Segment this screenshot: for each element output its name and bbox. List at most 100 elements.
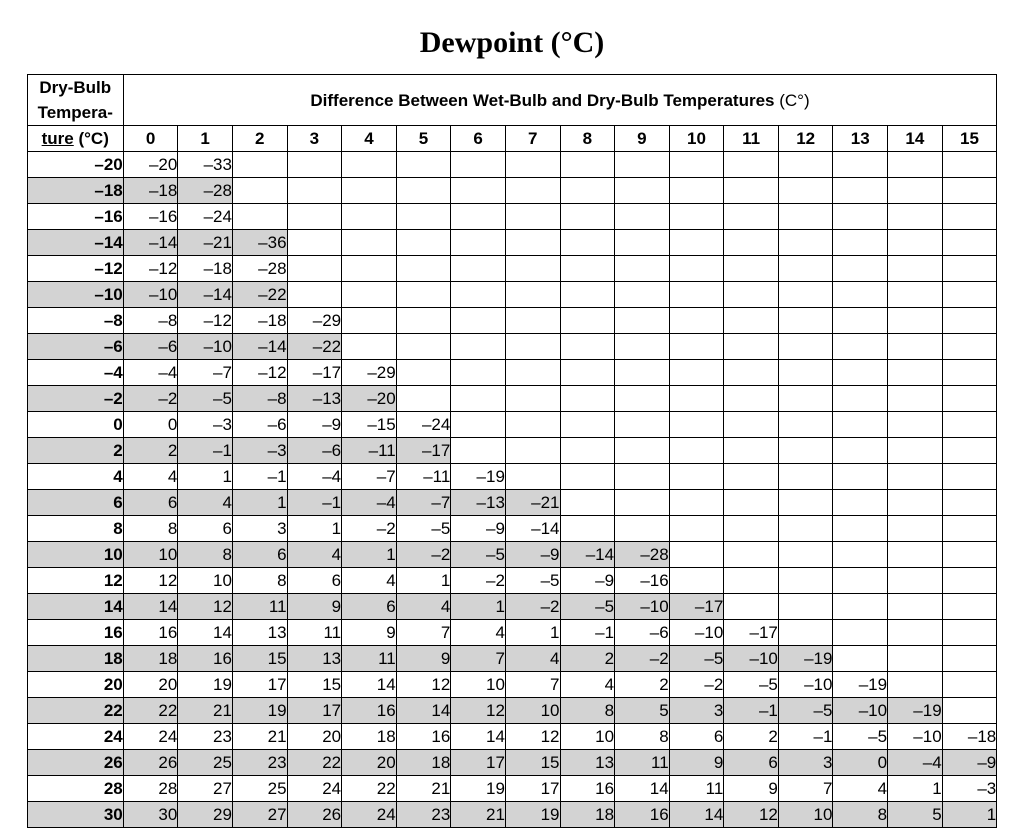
cell: –24 — [396, 412, 451, 438]
page-title: Dewpoint (°C) — [26, 26, 998, 60]
cell: –18 — [178, 256, 233, 282]
cell: –2 — [123, 386, 178, 412]
table-header: Dry-Bulb Tempera- Difference Between Wet… — [27, 75, 997, 152]
cell — [451, 178, 506, 204]
cell: –8 — [232, 386, 287, 412]
cell — [888, 464, 943, 490]
cell — [451, 438, 506, 464]
cell: –6 — [615, 620, 670, 646]
cell — [669, 438, 724, 464]
cell: –1 — [560, 620, 615, 646]
cell: 6 — [123, 490, 178, 516]
cell: –33 — [178, 152, 233, 178]
cell: 17 — [287, 698, 342, 724]
cell: –17 — [396, 438, 451, 464]
cell — [342, 282, 397, 308]
cell — [669, 490, 724, 516]
cell: –12 — [123, 256, 178, 282]
cell — [560, 464, 615, 490]
cell: 4 — [287, 542, 342, 568]
cell: –10 — [123, 282, 178, 308]
cell: 29 — [178, 802, 233, 828]
cell: –20 — [123, 152, 178, 178]
cell: 7 — [505, 672, 560, 698]
cell — [396, 360, 451, 386]
cell — [669, 256, 724, 282]
cell — [942, 516, 997, 542]
cell: 1 — [505, 620, 560, 646]
column-header: 10 — [669, 126, 724, 152]
cell: –16 — [615, 568, 670, 594]
cell — [451, 230, 506, 256]
cell: –6 — [287, 438, 342, 464]
cell — [942, 256, 997, 282]
cell: –5 — [396, 516, 451, 542]
cell — [560, 334, 615, 360]
row-label: 24 — [27, 724, 123, 750]
column-header: 8 — [560, 126, 615, 152]
table-row: 222221191716141210853–1–5–10–19 — [27, 698, 997, 724]
table-row: 3030292726242321191816141210851 — [27, 802, 997, 828]
cell — [451, 204, 506, 230]
cell — [560, 230, 615, 256]
cell: 1 — [396, 568, 451, 594]
cell: 4 — [560, 672, 615, 698]
column-header: 2 — [232, 126, 287, 152]
cell — [396, 308, 451, 334]
cell — [942, 204, 997, 230]
cell — [942, 542, 997, 568]
cell: 2 — [615, 672, 670, 698]
cell — [560, 152, 615, 178]
row-header-label-bottom: ture (°C) — [27, 126, 123, 152]
cell: –1 — [178, 438, 233, 464]
cell: –14 — [560, 542, 615, 568]
cell — [396, 204, 451, 230]
cell: –14 — [505, 516, 560, 542]
cell — [396, 282, 451, 308]
cell — [451, 256, 506, 282]
column-header: 12 — [778, 126, 833, 152]
cell: –10 — [669, 620, 724, 646]
cell — [888, 386, 943, 412]
cell — [669, 308, 724, 334]
row-label: 4 — [27, 464, 123, 490]
cell — [778, 542, 833, 568]
cell: –18 — [232, 308, 287, 334]
cell: –6 — [123, 334, 178, 360]
cell — [778, 594, 833, 620]
cell — [615, 308, 670, 334]
cell: –1 — [778, 724, 833, 750]
cell: 14 — [451, 724, 506, 750]
cell: –17 — [287, 360, 342, 386]
cell: –5 — [451, 542, 506, 568]
cell: –3 — [178, 412, 233, 438]
cell — [560, 360, 615, 386]
cell: –2 — [451, 568, 506, 594]
cell — [942, 568, 997, 594]
row-label: 2 — [27, 438, 123, 464]
cell — [724, 282, 779, 308]
cell — [724, 386, 779, 412]
cell — [451, 282, 506, 308]
cell — [942, 152, 997, 178]
cell — [560, 204, 615, 230]
cell — [778, 516, 833, 542]
cell: 4 — [396, 594, 451, 620]
cell: –1 — [232, 464, 287, 490]
cell: 15 — [232, 646, 287, 672]
cell: 11 — [287, 620, 342, 646]
cell: 24 — [123, 724, 178, 750]
cell — [833, 282, 888, 308]
cell: 2 — [123, 438, 178, 464]
cell — [888, 646, 943, 672]
column-header: 9 — [615, 126, 670, 152]
cell: 6 — [287, 568, 342, 594]
cell: –2 — [342, 516, 397, 542]
row-label: 14 — [27, 594, 123, 620]
cell: –24 — [178, 204, 233, 230]
cell: 14 — [396, 698, 451, 724]
cell: –10 — [888, 724, 943, 750]
cell: –18 — [123, 178, 178, 204]
cell — [833, 308, 888, 334]
cell: –19 — [451, 464, 506, 490]
